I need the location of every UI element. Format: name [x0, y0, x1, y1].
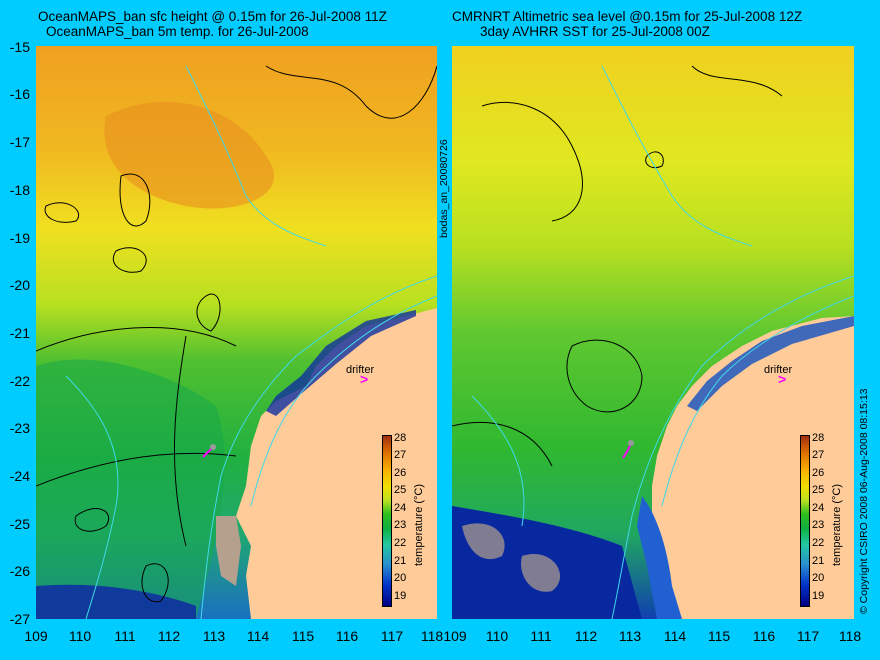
- cb-tick: 26: [812, 467, 825, 479]
- y-tick: -19: [9, 230, 30, 246]
- y-tick: -25: [9, 516, 30, 532]
- x-tick: 117: [796, 628, 820, 644]
- x-tick: 115: [291, 628, 315, 644]
- cb-tick: 19: [812, 590, 825, 602]
- x-tick: 113: [618, 628, 642, 644]
- right-title-line1: CMRNRT Altimetric sea level @0.15m for 2…: [452, 9, 803, 24]
- cb-tick: 22: [394, 537, 407, 549]
- y-tick: -17: [9, 134, 30, 150]
- left-drifter-label: drifter: [346, 364, 375, 376]
- cb-tick: 20: [812, 572, 825, 584]
- x-tick: 113: [202, 628, 226, 644]
- x-tick: 114: [663, 628, 687, 644]
- cb-tick: 27: [394, 449, 407, 461]
- x-tick: 116: [752, 628, 776, 644]
- y-tick: -23: [9, 420, 30, 436]
- x-tick: 112: [574, 628, 598, 644]
- x-tick: 118: [838, 628, 862, 644]
- x-tick: 111: [114, 628, 136, 644]
- x-tick: 110: [68, 628, 92, 644]
- cb-tick: 25: [394, 484, 407, 496]
- x-tick: 118: [420, 628, 444, 644]
- cb-tick: 27: [812, 449, 825, 461]
- x-tick: 116: [335, 628, 359, 644]
- y-tick: -20: [9, 277, 30, 293]
- x-tick: 115: [707, 628, 731, 644]
- right-drifter-marker: >: [778, 371, 787, 387]
- right-title-line2: 3day AVHRR SST for 25-Jul-2008 00Z: [480, 24, 710, 39]
- cb-tick: 21: [812, 555, 825, 567]
- left-map-svg: [36, 46, 437, 619]
- x-tick: 117: [380, 628, 404, 644]
- left-title-line1: OceanMAPS_ban sfc height @ 0.15m for 26-…: [38, 9, 387, 24]
- isobaths: [65, 65, 437, 619]
- left-map-panel: [36, 46, 437, 619]
- x-tick: 114: [246, 628, 270, 644]
- x-tick: 109: [24, 628, 48, 644]
- x-tick: 112: [157, 628, 181, 644]
- right-drifter-label: drifter: [764, 364, 793, 376]
- x-tick: 110: [485, 628, 509, 644]
- sea-level-contours: [452, 65, 783, 467]
- colorbar-scale: [800, 435, 810, 607]
- isobaths: [471, 65, 854, 619]
- cb-tick: 24: [812, 502, 825, 514]
- cb-tick: 21: [394, 555, 407, 567]
- y-tick: -21: [9, 325, 30, 341]
- cb-tick: 23: [394, 519, 407, 531]
- cb-tick: 24: [394, 502, 407, 514]
- x-tick: 111: [530, 628, 552, 644]
- y-tick: -26: [9, 563, 30, 579]
- x-tick: 109: [443, 628, 467, 644]
- y-tick: -24: [9, 468, 30, 484]
- cb-tick: 26: [394, 467, 407, 479]
- cb-tick: 28: [394, 432, 407, 444]
- cb-tick: 19: [394, 590, 407, 602]
- colorbar-title: temperature (°C): [831, 483, 843, 566]
- y-tick: -15: [9, 39, 30, 55]
- y-tick: -22: [9, 373, 30, 389]
- colorbar-scale: [382, 435, 392, 607]
- y-tick: -16: [9, 86, 30, 102]
- y-tick: -18: [9, 182, 30, 198]
- y-tick: -27: [9, 611, 30, 627]
- cb-tick: 23: [812, 519, 825, 531]
- sea-height-contours: [36, 65, 437, 603]
- left-title-line2: OceanMAPS_ban 5m temp. for 26-Jul-2008: [46, 24, 309, 39]
- cb-tick: 22: [812, 537, 825, 549]
- cb-tick: 28: [812, 432, 825, 444]
- cb-tick: 20: [394, 572, 407, 584]
- colorbar-title: temperature (°C): [413, 483, 425, 566]
- cb-tick: 25: [812, 484, 825, 496]
- left-drifter-marker: >: [360, 371, 369, 387]
